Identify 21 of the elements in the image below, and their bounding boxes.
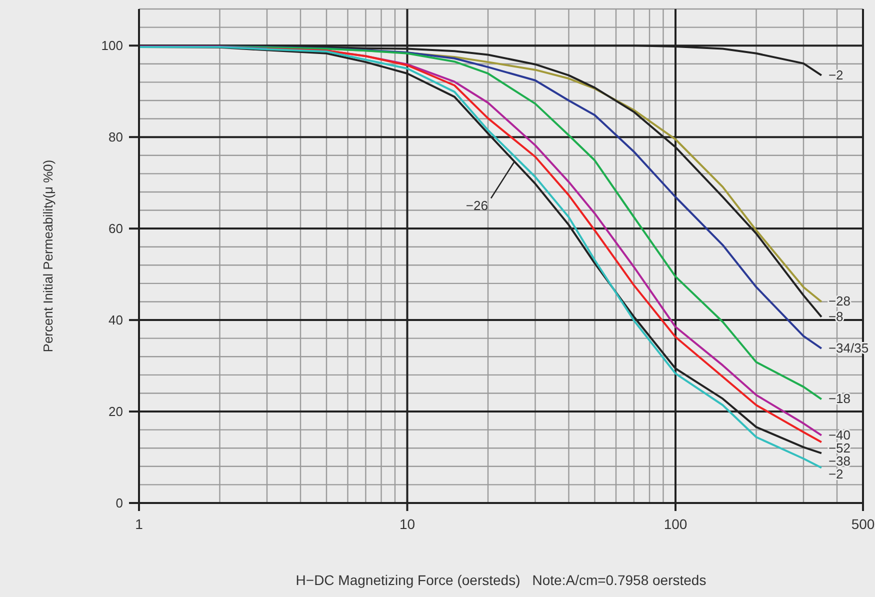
series-label: −52: [828, 440, 851, 456]
series-label: −2: [828, 466, 844, 482]
x-tick-label: 500: [851, 516, 875, 532]
series-label: −38: [828, 453, 851, 468]
x-tick-label: 1: [135, 516, 144, 532]
y-axis-title: Percent Initial Permeability(μ %0): [40, 160, 56, 352]
series-label: −28: [828, 294, 851, 309]
x-tick-label: 100: [664, 516, 688, 532]
y-tick-label: 0: [116, 496, 123, 511]
text: Note:A/cm=0.7958 oersteds: [532, 572, 706, 588]
x-tick-label: 10: [399, 516, 416, 532]
y-tick-label: 20: [108, 404, 123, 420]
series-label: −2: [828, 67, 844, 82]
y-tick-label: 40: [108, 312, 123, 328]
series-label: −18: [828, 391, 851, 406]
x-axis-title: H−DC Magnetizing Force (oersteds): [296, 572, 520, 588]
annotation: −26: [466, 198, 488, 214]
y-tick-label: 60: [108, 221, 123, 236]
series-label: −40: [828, 427, 851, 442]
y-tick-label: 100: [101, 38, 123, 54]
y-tick-label: 80: [108, 130, 123, 145]
